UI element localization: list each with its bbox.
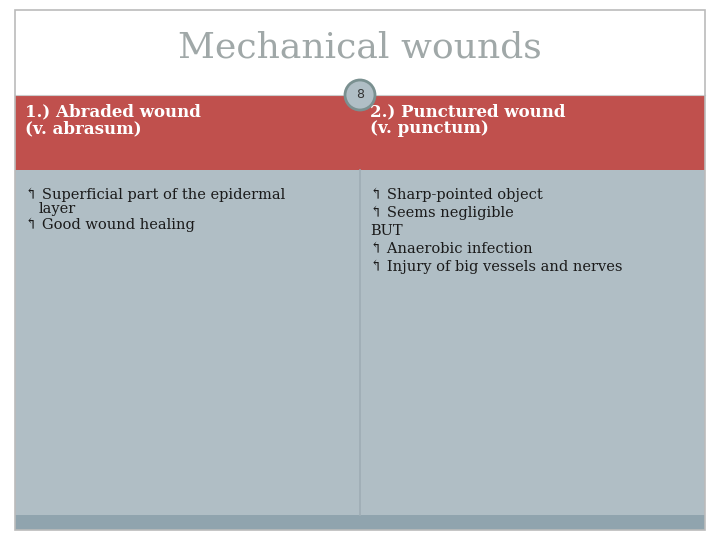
Text: ↰ Anaerobic infection: ↰ Anaerobic infection — [370, 242, 533, 256]
Bar — [15, 95, 705, 170]
Text: ↰ Superficial part of the epidermal: ↰ Superficial part of the epidermal — [25, 188, 285, 202]
Text: 2.) Punctured wound: 2.) Punctured wound — [370, 103, 565, 120]
Bar — [15, 10, 705, 95]
Text: ↰ Sharp-pointed object: ↰ Sharp-pointed object — [370, 188, 543, 202]
Text: (v. punctum): (v. punctum) — [370, 120, 489, 137]
Text: ↰ Seems negligible: ↰ Seems negligible — [370, 206, 514, 220]
Text: 8: 8 — [356, 89, 364, 102]
Text: BUT: BUT — [370, 224, 402, 238]
Bar — [15, 515, 705, 530]
Text: ↰ Good wound healing: ↰ Good wound healing — [25, 218, 195, 232]
Text: 1.) Abraded wound: 1.) Abraded wound — [25, 103, 201, 120]
Text: ↰ Injury of big vessels and nerves: ↰ Injury of big vessels and nerves — [370, 260, 623, 274]
Text: (v. abrasum): (v. abrasum) — [25, 120, 142, 137]
Circle shape — [345, 80, 375, 110]
Text: layer: layer — [39, 202, 76, 216]
Text: Mechanical wounds: Mechanical wounds — [178, 30, 542, 64]
Bar — [15, 170, 705, 515]
